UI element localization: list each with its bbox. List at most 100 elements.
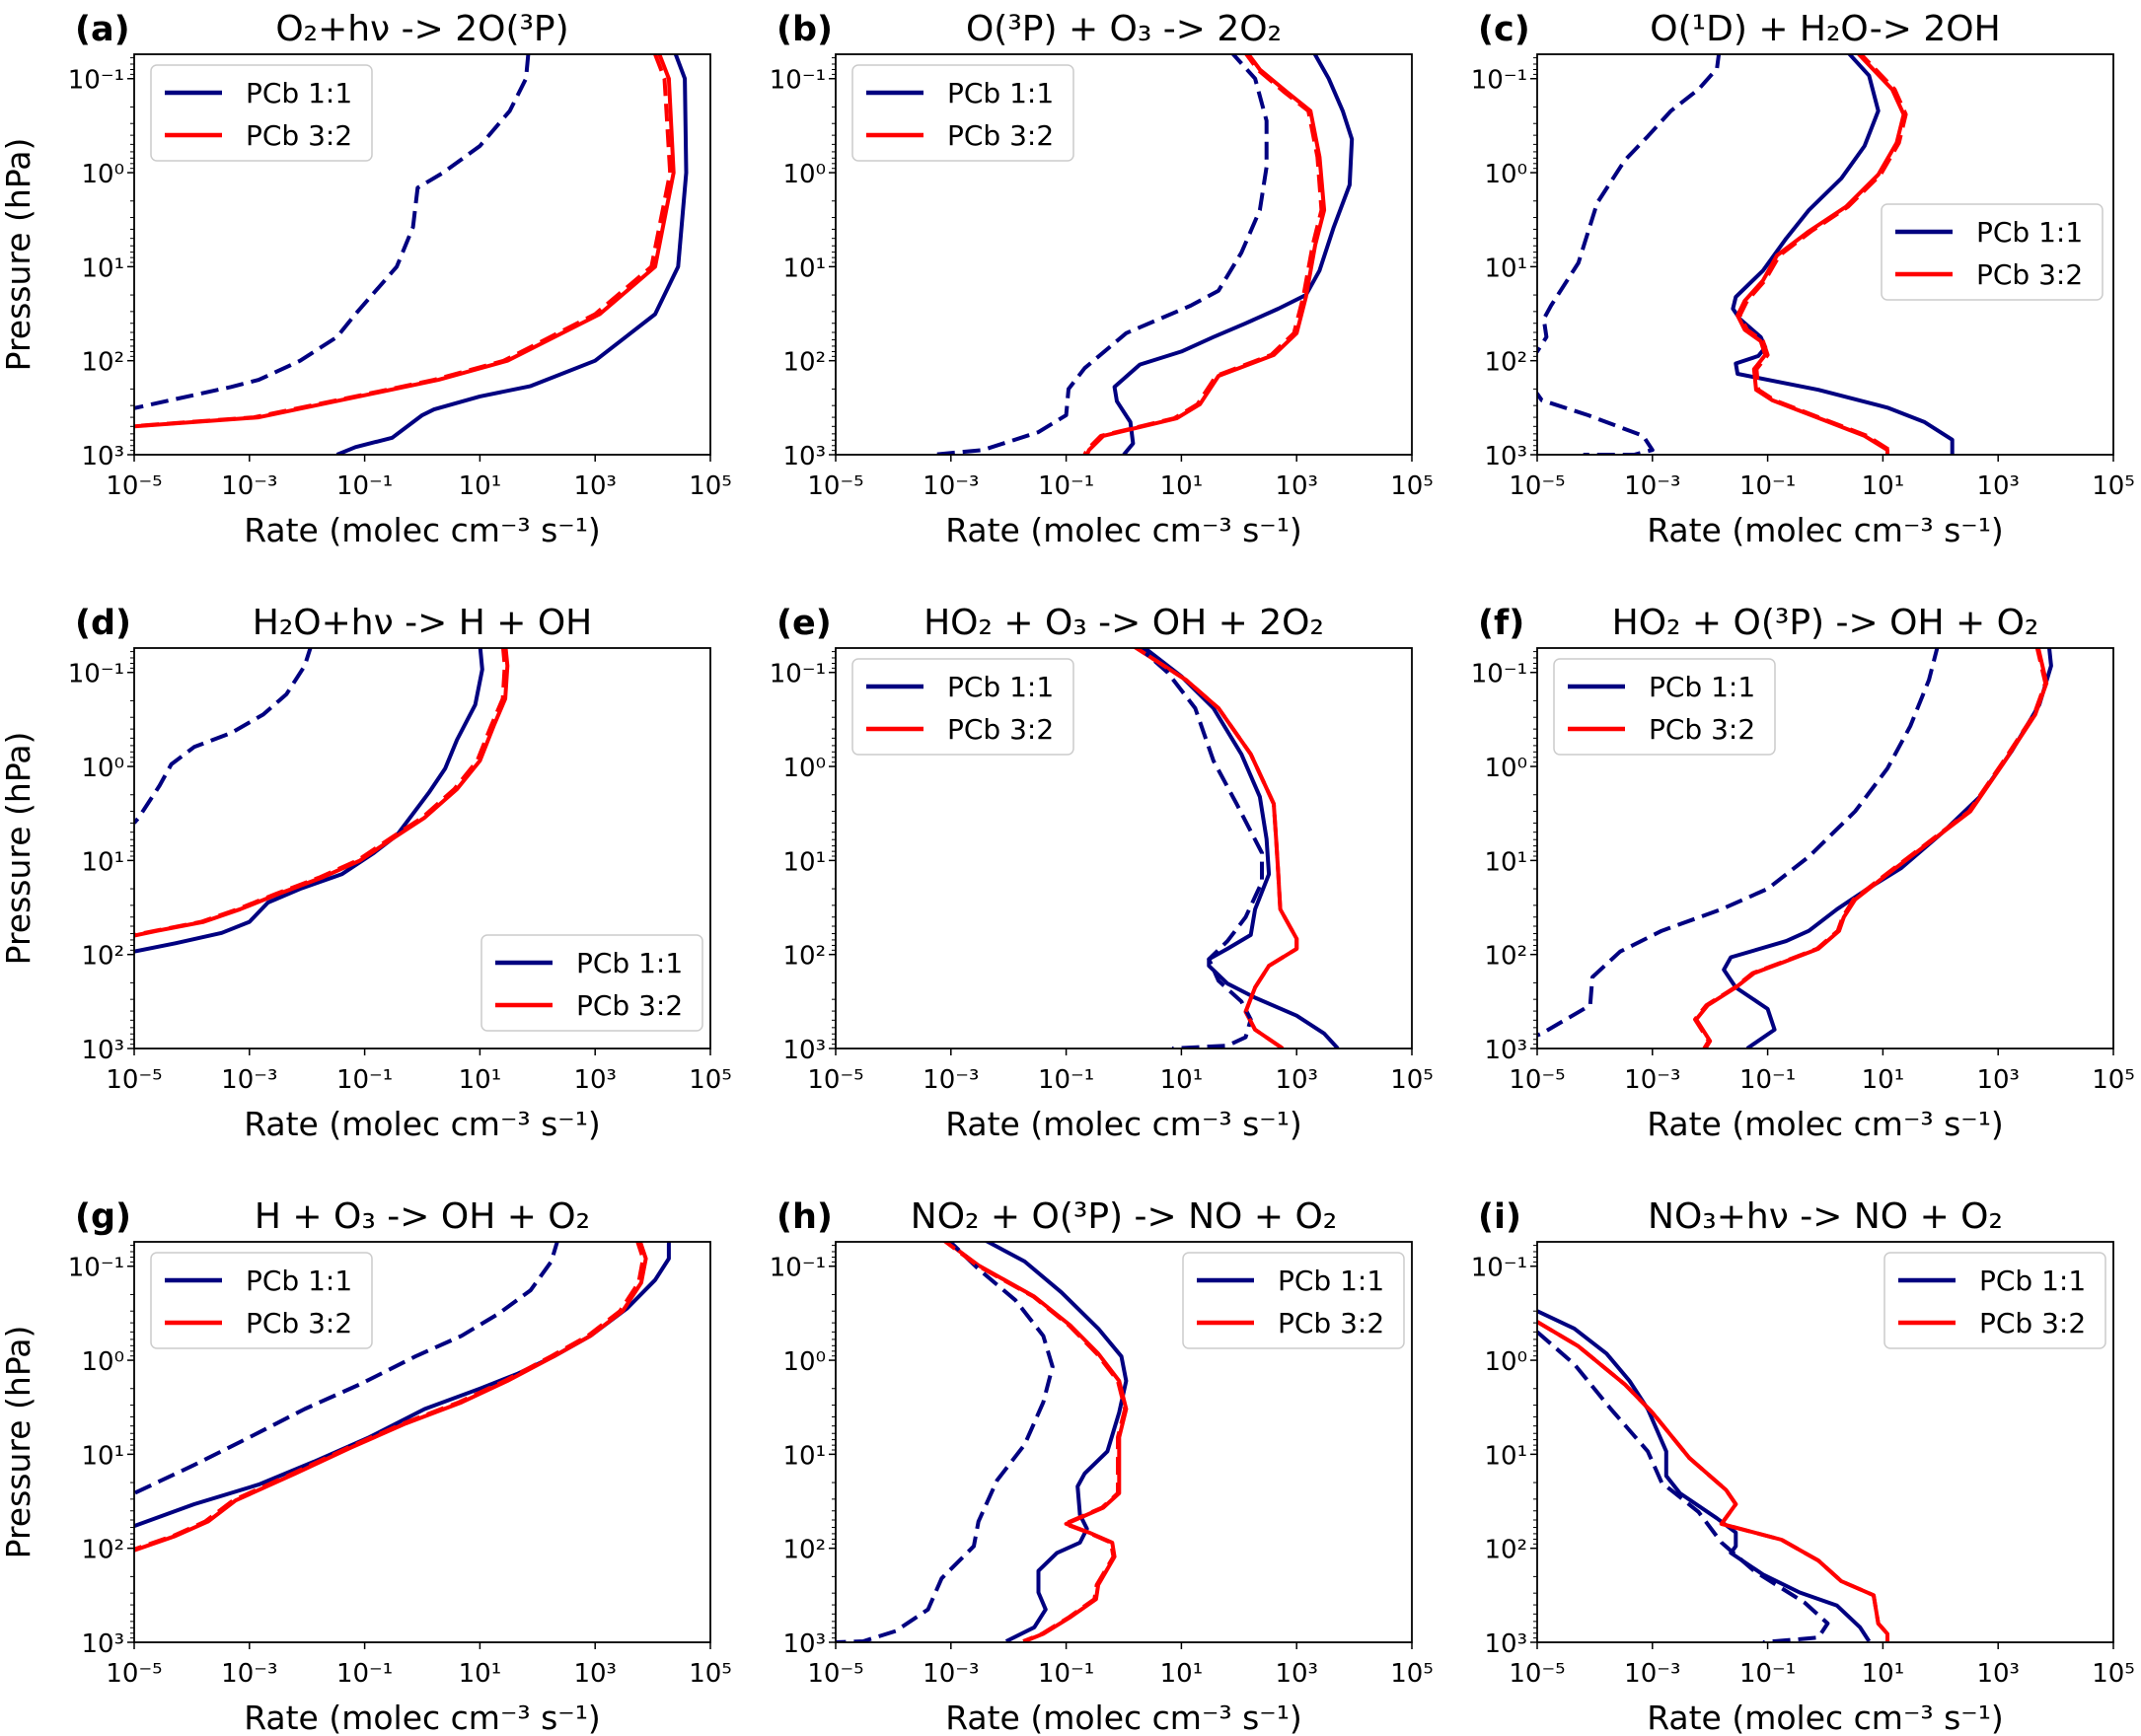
legend: PCb 1:1 PCb 3:2 xyxy=(851,658,1074,756)
legend-entry-label: PCb 3:2 xyxy=(1649,713,1755,746)
y-tick-label: 10¹ xyxy=(782,847,826,877)
panel-h: 10⁻⁵ 10⁻³ 10⁻¹ 10¹ 10³ 10⁵ 10⁻¹ 10⁰ 10¹ 10² 10³ NO₂… xyxy=(770,1196,1434,1736)
x-tick-label: 10³ xyxy=(573,1659,617,1689)
y-tick-label: 10³ xyxy=(782,1629,826,1659)
y-tick-label: 10⁻¹ xyxy=(770,1254,826,1283)
panel-b: 10⁻⁵ 10⁻³ 10⁻¹ 10¹ 10³ 10⁵ 10⁻¹ 10⁰ 10¹ 10² 10³ O(³… xyxy=(770,9,1434,549)
x-tick-label: 10⁵ xyxy=(689,471,732,501)
y-axis-label: Pressure (hPa) xyxy=(0,732,37,966)
x-tick-label: 10⁻³ xyxy=(923,471,979,501)
x-tick-label: 10³ xyxy=(573,1065,617,1095)
solid-navy-series-line xyxy=(1142,648,1340,1049)
y-tick-label: 10¹ xyxy=(81,847,124,877)
panel-label: (d) xyxy=(75,604,131,643)
x-tick-label: 10⁻⁵ xyxy=(1509,1659,1565,1689)
x-tick-label: 10⁻¹ xyxy=(336,471,393,501)
x-tick-label: 10⁻³ xyxy=(221,1659,277,1689)
dashed-navy-series-line xyxy=(1537,648,1940,1038)
y-tick-label: 10⁰ xyxy=(782,1347,826,1377)
axes-frame xyxy=(835,647,1413,1049)
y-tick-label: 10² xyxy=(81,942,124,972)
series-group xyxy=(134,54,689,455)
dashed-navy-series-line xyxy=(134,1242,559,1495)
x-tick-label: 10¹ xyxy=(1160,1659,1204,1689)
y-tick-label: 10³ xyxy=(81,1629,124,1659)
x-tick-label: 10³ xyxy=(1275,471,1318,501)
y-tick-label: 10³ xyxy=(81,442,124,471)
panel-label: (a) xyxy=(75,10,130,49)
x-tick-label: 10¹ xyxy=(1862,471,1905,501)
panel-c: 10⁻⁵ 10⁻³ 10⁻¹ 10¹ 10³ 10⁵ 10⁻¹ 10⁰ 10¹ 10² 10³ O(¹… xyxy=(1471,9,2135,549)
x-tick-label: 10³ xyxy=(573,471,617,501)
axes-frame xyxy=(835,1241,1413,1643)
x-tick-label: 10¹ xyxy=(459,1065,502,1095)
x-axis-label: Rate (molec cm⁻³ s⁻¹) xyxy=(945,1105,1302,1143)
x-tick-label: 10¹ xyxy=(459,471,502,501)
y-tick-label: 10³ xyxy=(1484,1629,1527,1659)
dashed-red-series-line xyxy=(1693,648,2048,1049)
x-tick-label: 10⁵ xyxy=(1390,1659,1434,1689)
x-tick-label: 10⁵ xyxy=(1390,1065,1434,1095)
panel-title: O(¹D) + H₂O-> 2OH xyxy=(1650,9,2000,49)
x-axis-label: Rate (molec cm⁻³ s⁻¹) xyxy=(244,511,601,549)
panel-title: H + O₃ -> OH + O₂ xyxy=(255,1196,590,1237)
x-tick-label: 10⁻⁵ xyxy=(1509,1065,1565,1095)
dashed-red-series-line xyxy=(1082,54,1324,455)
x-tick-label: 10³ xyxy=(1275,1659,1318,1689)
dashed-red-series-line xyxy=(134,648,507,938)
dashed-red-series-line xyxy=(1737,54,1908,455)
y-tick-label: 10⁰ xyxy=(782,160,826,189)
panel-d: 10⁻⁵ 10⁻³ 10⁻¹ 10¹ 10³ 10⁵ 10⁻¹ 10⁰ 10¹ 10² 10³ H₂O… xyxy=(0,603,732,1143)
legend: PCb 1:1 PCb 3:2 xyxy=(851,64,1074,162)
dashed-navy-series-line xyxy=(134,648,313,825)
panel-title: O(³P) + O₃ -> 2O₂ xyxy=(966,9,1282,49)
y-tick-label: 10⁻¹ xyxy=(68,1254,124,1283)
x-tick-label: 10⁻⁵ xyxy=(106,1659,162,1689)
legend: PCb 1:1 PCb 3:2 xyxy=(480,934,703,1032)
x-tick-label: 10⁻¹ xyxy=(1739,1659,1796,1689)
dashed-red-series-line xyxy=(942,1242,1128,1642)
y-tick-label: 10¹ xyxy=(782,1441,826,1471)
panel-title: H₂O+hν -> H + OH xyxy=(253,603,593,643)
x-tick-label: 10⁻³ xyxy=(1624,1659,1680,1689)
legend-entry-label: PCb 3:2 xyxy=(246,119,352,152)
panel-label: (b) xyxy=(776,10,833,49)
dashed-red-series-line xyxy=(1133,648,1299,1049)
dashed-navy-series-line xyxy=(1537,54,1722,455)
legend: PCb 1:1 PCb 3:2 xyxy=(1883,1252,2106,1349)
legend: PCb 1:1 PCb 3:2 xyxy=(1182,1252,1405,1349)
y-tick-label: 10¹ xyxy=(1484,1441,1527,1471)
axes-frame xyxy=(1536,1241,2114,1643)
x-tick-label: 10⁻³ xyxy=(923,1065,979,1095)
x-tick-label: 10⁻¹ xyxy=(1739,1065,1796,1095)
series-group xyxy=(1133,648,1340,1049)
legend-entry-label: PCb 1:1 xyxy=(1278,1265,1384,1297)
y-tick-label: 10⁰ xyxy=(81,1347,124,1377)
x-tick-label: 10⁻³ xyxy=(221,1065,277,1095)
panel-i: 10⁻⁵ 10⁻³ 10⁻¹ 10¹ 10³ 10⁵ 10⁻¹ 10⁰ 10¹ 10² 10³ NO₃… xyxy=(1471,1196,2135,1736)
y-tick-label: 10² xyxy=(81,1536,124,1565)
legend-entry-label: PCb 1:1 xyxy=(1649,671,1755,703)
x-axis-label: Rate (molec cm⁻³ s⁻¹) xyxy=(244,1105,601,1143)
panel-f: 10⁻⁵ 10⁻³ 10⁻¹ 10¹ 10³ 10⁵ 10⁻¹ 10⁰ 10¹ 10² 10³ HO₂… xyxy=(1471,603,2135,1143)
y-tick-label: 10² xyxy=(782,1536,826,1565)
x-tick-label: 10⁻⁵ xyxy=(807,471,863,501)
solid-navy-series-line xyxy=(1112,54,1355,455)
legend: PCb 1:1 PCb 3:2 xyxy=(1881,203,2104,301)
x-tick-label: 10³ xyxy=(1976,1065,2020,1095)
x-axis-label: Rate (molec cm⁻³ s⁻¹) xyxy=(945,1699,1302,1736)
legend-entry-label: PCb 1:1 xyxy=(1979,1265,2086,1297)
panel-title: HO₂ + O₃ -> OH + 2O₂ xyxy=(923,603,1324,643)
x-tick-label: 10⁻³ xyxy=(1624,1065,1680,1095)
axes-frame xyxy=(133,647,711,1049)
x-tick-label: 10⁻⁵ xyxy=(807,1659,863,1689)
x-tick-label: 10¹ xyxy=(1160,1065,1204,1095)
y-tick-label: 10⁻¹ xyxy=(1471,1254,1527,1283)
x-tick-label: 10³ xyxy=(1976,1659,2020,1689)
panel-label: (g) xyxy=(75,1197,131,1237)
dashed-navy-series-line xyxy=(1137,648,1264,1049)
legend-entry-label: PCb 1:1 xyxy=(1976,216,2083,249)
legend-entry-label: PCb 3:2 xyxy=(576,989,683,1022)
x-tick-label: 10⁵ xyxy=(2092,471,2135,501)
y-tick-label: 10¹ xyxy=(1484,847,1527,877)
